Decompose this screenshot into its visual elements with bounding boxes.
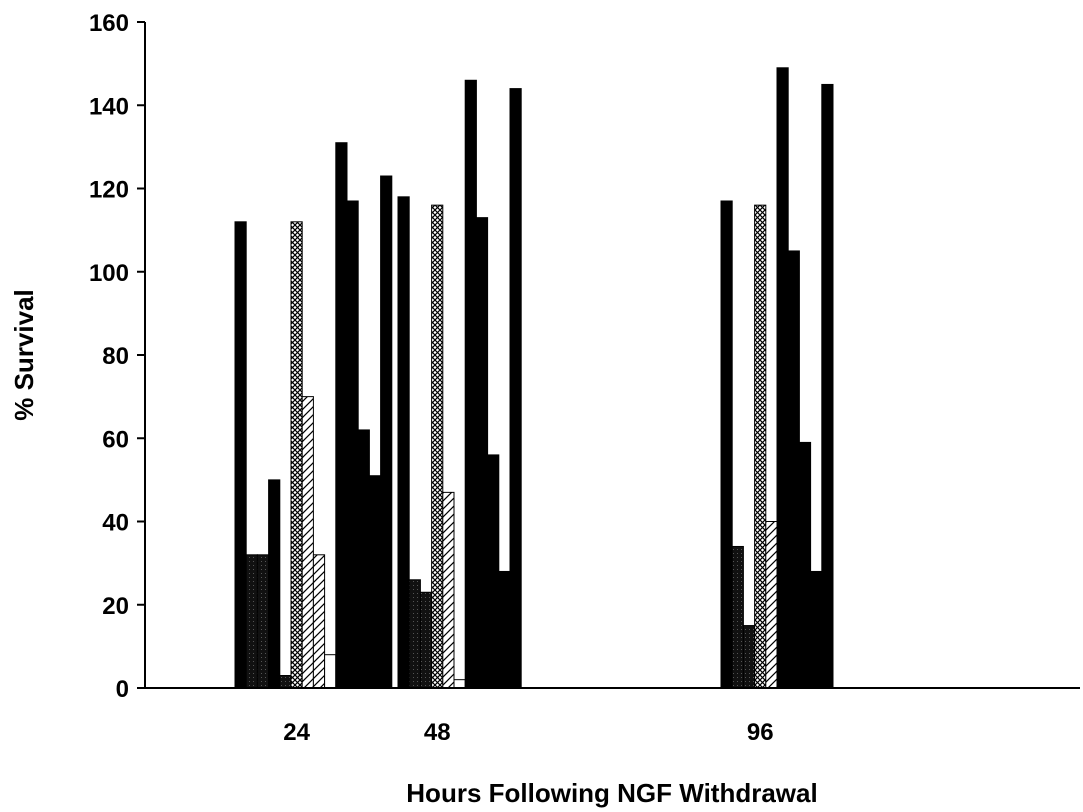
bar-96-4: [754, 204, 767, 689]
y-tick-label: 60: [102, 426, 129, 453]
y-tick-label: 140: [89, 93, 129, 120]
bar-96-7: [787, 250, 800, 689]
bar-24-8: [312, 554, 326, 689]
bar-24-7: [301, 396, 314, 689]
y-tick-label: 160: [89, 10, 129, 37]
bar-24-10: [335, 142, 348, 689]
bar-96-3: [742, 625, 756, 689]
y-axis-title: % Survival: [9, 289, 39, 421]
bar-24-3: [256, 554, 270, 689]
bar-96-5: [765, 521, 778, 689]
bar-24-5: [279, 675, 292, 689]
bar-48-4: [431, 204, 444, 689]
bar-24-11: [346, 200, 359, 689]
bar-24-2: [245, 554, 258, 689]
bar-96-1: [720, 200, 733, 689]
bar-48-5: [442, 491, 455, 689]
x-tick-label: 48: [424, 719, 451, 746]
bar-96-2: [731, 545, 744, 689]
bar-48-2: [408, 579, 421, 689]
x-axis-title: Hours Following NGF Withdrawal: [406, 778, 817, 808]
y-tick-label: 40: [102, 510, 129, 537]
y-tick-label: 100: [89, 260, 129, 287]
bar-96-10: [821, 83, 834, 689]
bar-48-9: [487, 454, 500, 689]
bar-48-1: [397, 196, 410, 689]
bar-48-3: [419, 591, 433, 689]
bar-24-12: [357, 429, 370, 689]
y-tick-label: 80: [102, 343, 129, 370]
bar-24-9: [324, 654, 337, 689]
y-tick-label: 120: [89, 177, 129, 204]
y-axis-ticks: 0 20 40 60 80 100 120 140 160: [89, 10, 145, 703]
bar-24-6: [290, 221, 303, 689]
bars-layer: [234, 67, 834, 689]
bar-48-7: [464, 79, 477, 689]
x-tick-label: 24: [283, 719, 310, 746]
bar-24-14: [380, 175, 393, 689]
bar-96-8: [798, 441, 812, 689]
bar-48-10: [498, 570, 511, 689]
bar-48-8: [475, 217, 489, 689]
y-tick-label: 0: [116, 676, 129, 703]
bar-24-13: [368, 475, 382, 689]
bar-48-6: [453, 679, 466, 689]
bar-96-9: [810, 570, 823, 689]
y-tick-label: 20: [102, 593, 129, 620]
bar-24-1: [234, 221, 247, 689]
x-axis-ticks: 24 48 96: [283, 719, 773, 746]
x-tick-label: 96: [747, 719, 774, 746]
bar-96-6: [776, 67, 789, 689]
bar-48-11: [509, 88, 522, 689]
bar-24-4: [268, 479, 281, 689]
